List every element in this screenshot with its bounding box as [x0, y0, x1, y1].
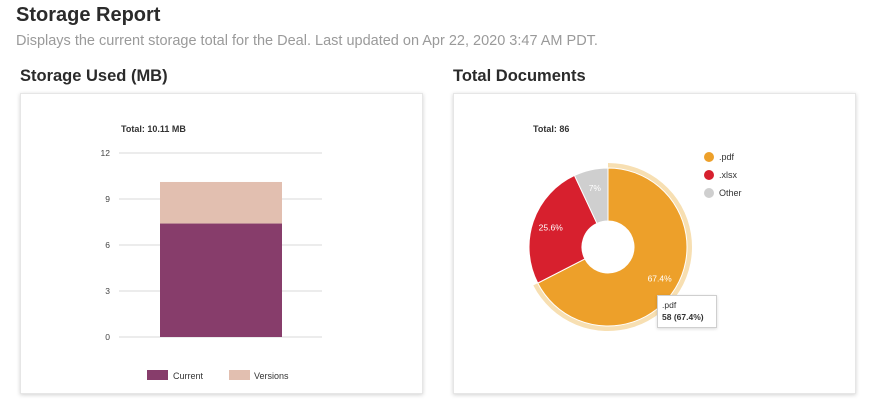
legend-swatch-versions: [229, 370, 250, 380]
legend-label-current: Current: [173, 371, 204, 381]
pie-total-label: Total: 86: [533, 124, 569, 134]
bar-total-label: Total: 10.11 MB: [121, 124, 186, 134]
storage-section-title: Storage Used (MB): [20, 67, 168, 85]
bar-segment-current: [160, 223, 282, 337]
y-tick-label: 0: [105, 332, 110, 342]
pie-slice-label: 7%: [589, 183, 602, 193]
pie-slice-other: [573, 167, 609, 225]
storage-chart-card: Total: 10.11 MB 0 3 6 9 12 Current Versions: [20, 93, 423, 394]
legend-label: Other: [719, 188, 742, 198]
page-title: Storage Report: [16, 4, 161, 26]
pie-slice-xlsx: [528, 174, 598, 284]
y-tick-label: 9: [105, 194, 110, 204]
documents-chart-card: Total: 86 67.4% 25.6% 7% .pdf .xlsx Other .pdf…: [453, 93, 856, 394]
legend-dot-xlsx: [704, 170, 714, 180]
y-tick-label: 3: [105, 286, 110, 296]
documents-pie-chart: Total: 86 67.4% 25.6% 7% .pdf .xlsx Other: [528, 124, 742, 331]
tooltip-value: 58 (67.4%): [662, 312, 704, 322]
legend-label: .pdf: [719, 152, 735, 162]
y-tick-label: 6: [105, 240, 110, 250]
pie-slice-label: 25.6%: [539, 222, 564, 232]
page-subtitle: Displays the current storage total for t…: [16, 33, 598, 49]
storage-bar-chart: Total: 10.11 MB 0 3 6 9 12 Current Versions: [101, 124, 322, 381]
pie-slice-pdf: [537, 167, 688, 327]
legend-label: .xlsx: [719, 170, 738, 180]
pie-tooltip: .pdf 58 (67.4%): [657, 295, 717, 328]
legend-swatch-current: [147, 370, 168, 380]
legend-label-versions: Versions: [254, 371, 289, 381]
pie-slice-label: 67.4%: [648, 274, 673, 284]
tooltip-name: .pdf: [662, 300, 677, 310]
bar-segment-versions: [160, 181, 282, 224]
legend-dot-pdf: [704, 152, 714, 162]
legend-dot-other: [704, 188, 714, 198]
y-tick-label: 12: [101, 148, 111, 158]
documents-section-title: Total Documents: [453, 67, 586, 85]
